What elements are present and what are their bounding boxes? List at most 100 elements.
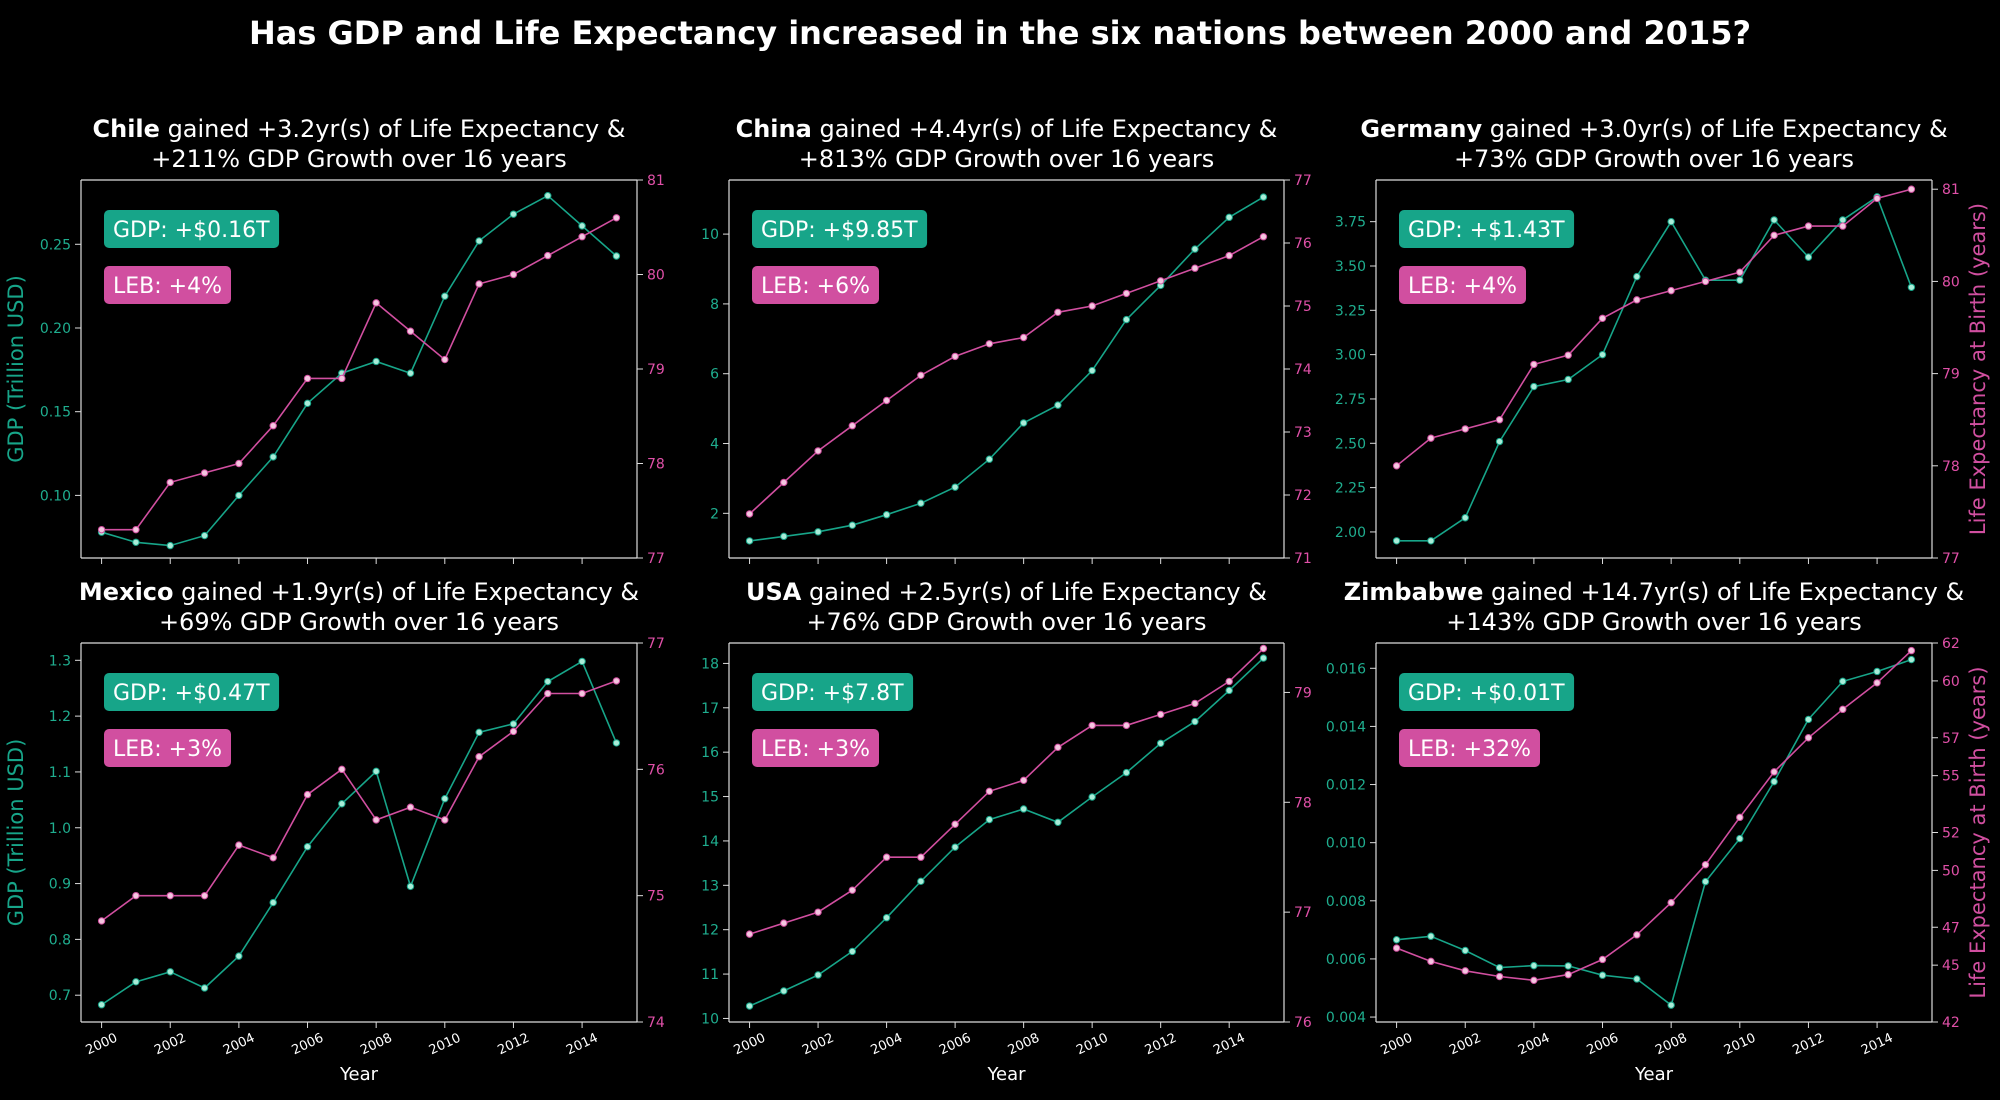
gdp-point [1530,961,1538,970]
subplot-title-line1: Zimbabwe gained +14.7yr(s) of Life Expec… [1344,578,1964,606]
gdp-tick-label: 16 [701,745,719,761]
leb-point [166,891,174,900]
gdp-point [1122,315,1131,324]
leb-point [1736,813,1744,822]
gdp-series-line [1396,195,1913,542]
subplot-title-line2: +211% GDP Growth over 16 years [151,145,566,173]
subplot-title-rest: gained +3.0yr(s) of Life Expectancy & [1482,115,1948,143]
leb-point [814,908,822,916]
leb-point [1667,286,1675,295]
leb-tick-label: 71 [1294,551,1312,567]
leb-point [269,854,277,862]
leb-point [1019,333,1028,342]
leb-point [1427,434,1435,442]
gdp-point [406,369,415,377]
gdp-point [1122,768,1131,777]
x-tick-label: 2010 [1074,1031,1110,1059]
gdp-badge-box [1399,673,1575,711]
leb-tick-label: 81 [1942,182,1960,198]
leb-point [882,396,891,405]
gdp-point [780,987,788,995]
gdp-point [1598,350,1607,359]
leb-tick-label: 57 [1942,731,1960,747]
leb-point [1564,351,1572,359]
gdp-tick-label: 0.9 [49,877,71,893]
leb-point [814,447,822,455]
leb-point [1225,677,1233,686]
leb-badge-box [752,729,879,767]
x-tick-label: 2004 [1516,1031,1552,1059]
gdp-point [1564,962,1572,970]
gdp-point [1564,375,1572,384]
gdp-axis-label: GDP (Trillion USD) [4,739,28,927]
leb-tick-label: 72 [1294,488,1312,504]
gdp-point [1225,213,1233,222]
gdp-point [1156,739,1165,747]
leb-series-line [749,235,1264,515]
x-tick-label: 2012 [1790,1031,1826,1059]
leb-point [1530,360,1538,369]
leb-point [441,355,449,364]
x-tick-label: 2002 [152,1031,188,1059]
gdp-point [544,677,552,686]
subplot-mexico: Mexico gained +1.9yr(s) of Life Expectan… [4,578,665,1085]
gdp-point [1873,667,1881,676]
gdp-point [951,483,959,491]
gdp-point [544,192,552,200]
gdp-point [1907,283,1916,291]
gdp-point [1667,217,1675,226]
leb-point [917,853,925,861]
leb-point [780,478,788,487]
leb-point [1564,970,1572,979]
gdp-point [1088,793,1096,801]
x-tick-label: 2006 [937,1031,973,1059]
leb-point [1156,710,1165,719]
gdp-badge-text: GDP: +$0.16T [113,218,270,243]
x-tick-label: 2012 [1143,1031,1179,1059]
gdp-badge-box [752,673,914,711]
leb-point [303,790,312,799]
gdp-point [1495,963,1504,972]
leb-point [200,891,209,900]
figure-title: Has GDP and Life Expectancy increased in… [248,14,1752,52]
leb-point [372,816,380,824]
leb-point [780,919,788,927]
leb-point [1736,268,1744,276]
leb-point [985,787,994,796]
leb-badge-text: LEB: +32% [1408,737,1531,762]
gdp-point [269,453,277,461]
leb-point [1839,222,1847,230]
gdp-series-line [101,660,618,1006]
gdp-point [1804,715,1813,724]
gdp-tick-label: 6 [710,367,719,383]
gdp-tick-label: 2 [710,506,719,522]
leb-series-line [749,647,1264,935]
gdp-tick-label: 0.012 [1326,778,1366,794]
leb-point [1770,231,1778,240]
gdp-tick-label: 10 [701,227,719,243]
gdp-badge-box [1399,210,1575,248]
x-tick-label: 2010 [427,1031,463,1059]
gdp-badge-text: GDP: +$0.47T [113,681,270,706]
leb-tick-label: 77 [647,636,665,652]
leb-point [303,374,312,383]
gdp-point [848,521,857,529]
gdp-tick-label: 8 [710,297,719,313]
gdp-tick-label: 0.016 [1326,661,1366,677]
leb-point [848,886,857,894]
gdp-point [1461,946,1469,955]
subplot-title-line1: Mexico gained +1.9yr(s) of Life Expectan… [79,578,639,606]
x-tick-label: 2008 [1006,1031,1042,1059]
leb-axis-label: Life Expectancy at Birth (years) [1966,666,1990,998]
gdp-point [985,815,994,824]
gdp-point [235,952,243,960]
gdp-tick-label: 0.10 [40,488,71,504]
leb-tick-label: 50 [1942,863,1960,879]
leb-point [269,422,277,430]
gdp-point [1907,655,1916,664]
leb-point [1259,233,1268,241]
leb-point [1054,743,1062,752]
gdp-point [882,914,891,922]
gdp-point [1495,437,1504,446]
gdp-tick-label: 10 [701,1011,719,1027]
